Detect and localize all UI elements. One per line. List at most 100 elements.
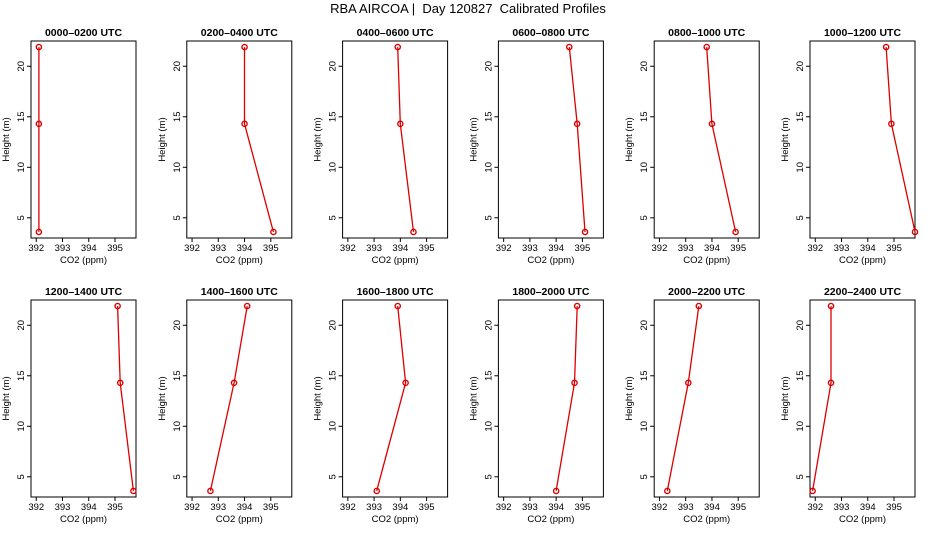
x-tick-label: 393: [678, 243, 694, 254]
data-point: [708, 120, 716, 128]
data-point: [827, 379, 835, 387]
plot-frame: [809, 299, 916, 498]
y-tick-label: 10: [639, 162, 650, 173]
x-tick-label: 395: [886, 243, 902, 254]
plot-frame: [30, 299, 137, 498]
data-point: [116, 379, 124, 387]
x-tick-label: 392: [184, 243, 200, 254]
y-axis-label: Height (m): [157, 376, 168, 420]
y-axis-label: Height (m): [624, 376, 635, 420]
series-line: [209, 305, 248, 492]
x-tick-label: 395: [886, 502, 902, 513]
profile-panel: 2000–2200 UTC 392 393 394 395 5 10 15 20 CO2 (ppm…: [624, 286, 760, 525]
x-axis-label: CO2 (ppm): [527, 255, 574, 266]
y-tick-label: 20: [795, 61, 806, 72]
y-tick-label: 5: [328, 215, 339, 220]
y-tick-label: 10: [328, 421, 339, 432]
series-line: [811, 306, 832, 492]
y-tick-label: 5: [483, 474, 494, 479]
data-point: [888, 120, 895, 128]
plot-frame: [497, 40, 604, 239]
y-tick-label: 20: [328, 320, 339, 331]
x-tick-label: 395: [419, 243, 435, 254]
y-tick-label: 15: [795, 370, 806, 381]
y-tick-label: 20: [16, 61, 27, 72]
plot-frame: [497, 299, 604, 498]
y-tick-label: 20: [172, 320, 183, 331]
y-tick-label: 15: [172, 111, 183, 122]
x-tick-label: 394: [548, 243, 564, 254]
y-tick-label: 15: [639, 111, 650, 122]
data-point: [241, 43, 248, 51]
data-point: [230, 379, 238, 387]
y-tick-label: 15: [328, 111, 339, 122]
panel-title: 1800–2000 UTC: [512, 286, 589, 298]
x-axis-label: CO2 (ppm): [60, 514, 107, 525]
x-tick-label: 395: [730, 502, 746, 513]
x-tick-label: 392: [28, 243, 44, 254]
x-axis-label: CO2 (ppm): [527, 514, 574, 525]
figure-title: RBA AIRCOA | Day 120827 Calibrated Profi…: [330, 1, 606, 16]
x-tick-label: 394: [81, 243, 97, 254]
panel-title: 1200–1400 UTC: [45, 286, 122, 298]
y-axis-label: Height (m): [157, 117, 168, 161]
profile-panel: 1800–2000 UTC 392 393 394 395 5 10 15 20 CO2 (ppm…: [468, 286, 604, 525]
y-tick-label: 20: [16, 320, 27, 331]
plot-frame: [30, 40, 137, 239]
y-tick-label: 10: [483, 162, 494, 173]
data-point: [573, 120, 581, 128]
profile-panel: 0000–0200 UTC 392 393 394 395 5 10 15 20 CO2 (ppm…: [1, 27, 137, 266]
x-tick-label: 394: [860, 243, 876, 254]
profile-panel: 0800–1000 UTC 392 393 394 395 5 10 15 20 CO2 (ppm…: [624, 27, 760, 266]
x-tick-label: 395: [263, 502, 279, 513]
data-point: [397, 120, 404, 128]
y-axis-label: Height (m): [780, 376, 791, 420]
panel-title: 0400–0600 UTC: [357, 27, 434, 39]
x-tick-label: 392: [184, 502, 200, 513]
plot-frame: [342, 40, 449, 239]
data-point: [703, 43, 711, 51]
y-axis-label: Height (m): [313, 117, 324, 161]
y-axis-label: Height (m): [1, 117, 12, 161]
data-point: [565, 43, 573, 51]
profile-panel: 1000–1200 UTC 392 393 394 395 5 10 15 20 CO2 (ppm…: [780, 27, 919, 266]
y-tick-label: 5: [16, 474, 27, 479]
y-tick-label: 20: [483, 320, 494, 331]
y-tick-label: 5: [16, 215, 27, 220]
y-axis-label: Height (m): [624, 117, 635, 161]
data-point: [243, 302, 251, 310]
x-axis-label: CO2 (ppm): [839, 255, 886, 266]
y-tick-label: 15: [639, 370, 650, 381]
x-tick-label: 393: [366, 243, 382, 254]
x-axis-label: CO2 (ppm): [683, 255, 730, 266]
series-line: [555, 306, 578, 492]
y-tick-label: 10: [16, 421, 27, 432]
y-tick-label: 15: [172, 370, 183, 381]
x-tick-label: 392: [807, 243, 823, 254]
series-line: [243, 47, 275, 233]
x-tick-label: 392: [807, 502, 823, 513]
panel-title: 0800–1000 UTC: [668, 27, 745, 39]
x-axis-label: CO2 (ppm): [683, 514, 730, 525]
x-tick-label: 394: [860, 502, 876, 513]
series-line: [397, 47, 415, 232]
y-axis-label: Height (m): [468, 376, 479, 420]
y-tick-label: 15: [483, 370, 494, 381]
x-tick-label: 393: [366, 502, 382, 513]
data-point: [571, 379, 578, 387]
y-axis-label: Height (m): [780, 117, 791, 161]
data-point: [581, 228, 589, 236]
x-axis-label: CO2 (ppm): [60, 255, 107, 266]
y-tick-label: 15: [328, 370, 339, 381]
data-point: [664, 487, 671, 495]
y-tick-label: 15: [16, 111, 27, 122]
x-axis-label: CO2 (ppm): [216, 255, 263, 266]
x-tick-label: 393: [678, 502, 694, 513]
y-tick-label: 20: [172, 61, 183, 72]
data-point: [394, 43, 402, 51]
x-tick-label: 394: [81, 502, 97, 513]
data-point: [241, 120, 248, 128]
data-point: [402, 379, 409, 387]
x-tick-label: 393: [210, 502, 226, 513]
